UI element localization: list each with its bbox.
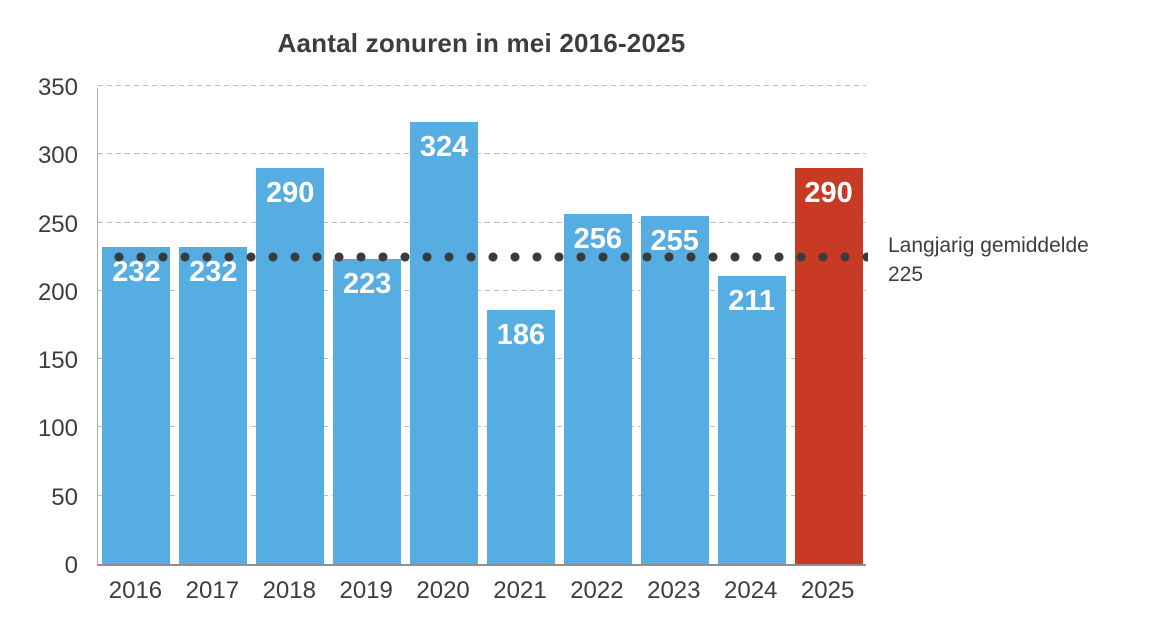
y-tick-label-200: 200 <box>37 278 78 306</box>
x-axis: 2016 2017 2018 2019 2020 2021 2022 2023 2024 2025 <box>97 577 866 605</box>
gridline-350 <box>98 85 866 86</box>
bar-value-label-2025: 290 <box>804 176 853 209</box>
average-line <box>108 251 868 262</box>
bar-value-label-2023: 255 <box>650 224 699 257</box>
bar-2025: 290 <box>794 167 863 564</box>
bar-value-label-2018: 290 <box>266 176 315 209</box>
x-tick-label-2019: 2019 <box>339 577 393 604</box>
chart-title: Aantal zonuren in mei 2016-2025 <box>277 28 686 58</box>
y-tick-label-100: 100 <box>37 415 78 443</box>
average-annotation-value: 225 <box>888 263 924 286</box>
x-tick-label-2023: 2023 <box>647 577 701 604</box>
bar-value-label-2022: 256 <box>573 223 623 256</box>
average-annotation: Langjarig gemiddelde 225 <box>888 231 1089 289</box>
x-tick-label-2022: 2022 <box>570 577 624 604</box>
bar-2016: 232 <box>102 247 171 564</box>
y-tick-label-250: 250 <box>37 210 78 238</box>
gridline-300 <box>98 153 866 155</box>
bar-2021: 186 <box>486 309 555 564</box>
bar-2019: 223 <box>333 259 402 564</box>
gridline-100 <box>98 426 866 428</box>
bar-2022: 256 <box>563 214 632 564</box>
bar-value-label-2024: 211 <box>728 284 776 317</box>
y-tick-label-0: 0 <box>64 552 78 579</box>
bar-2020: 324 <box>410 121 479 564</box>
y-axis: 0 50 100 150 200 250 300 350 <box>0 74 78 579</box>
gridline-250 <box>98 221 866 223</box>
bar-2017: 232 <box>179 247 248 564</box>
x-tick-label-2024: 2024 <box>724 577 778 604</box>
gridline-50 <box>98 494 866 496</box>
bar-value-label-2020: 324 <box>419 130 469 163</box>
x-tick-label-2016: 2016 <box>108 577 163 604</box>
bar-value-label-2021: 186 <box>496 318 546 351</box>
y-tick-label-300: 300 <box>37 142 78 170</box>
bar-2023: 255 <box>640 215 709 564</box>
y-tick-label-350: 350 <box>37 74 78 101</box>
gridline-150 <box>98 358 866 360</box>
y-tick-label-50: 50 <box>51 483 78 511</box>
bar-2018: 290 <box>256 167 325 564</box>
x-tick-label-2025: 2025 <box>800 577 855 604</box>
x-tick-label-2017: 2017 <box>185 577 240 604</box>
y-tick-label-150: 150 <box>37 347 78 375</box>
bar-value-label-2019: 223 <box>342 268 392 301</box>
x-tick-label-2020: 2020 <box>416 577 470 604</box>
x-tick-label-2018: 2018 <box>262 577 316 604</box>
bar-2024: 211 <box>717 275 786 564</box>
x-tick-label-2021: 2021 <box>493 577 547 604</box>
plot-area: 232 232 290 223 324 186 256 255 211 290 <box>97 85 868 566</box>
gridline-200 <box>98 289 866 291</box>
average-annotation-label: Langjarig gemiddelde <box>888 234 1089 257</box>
